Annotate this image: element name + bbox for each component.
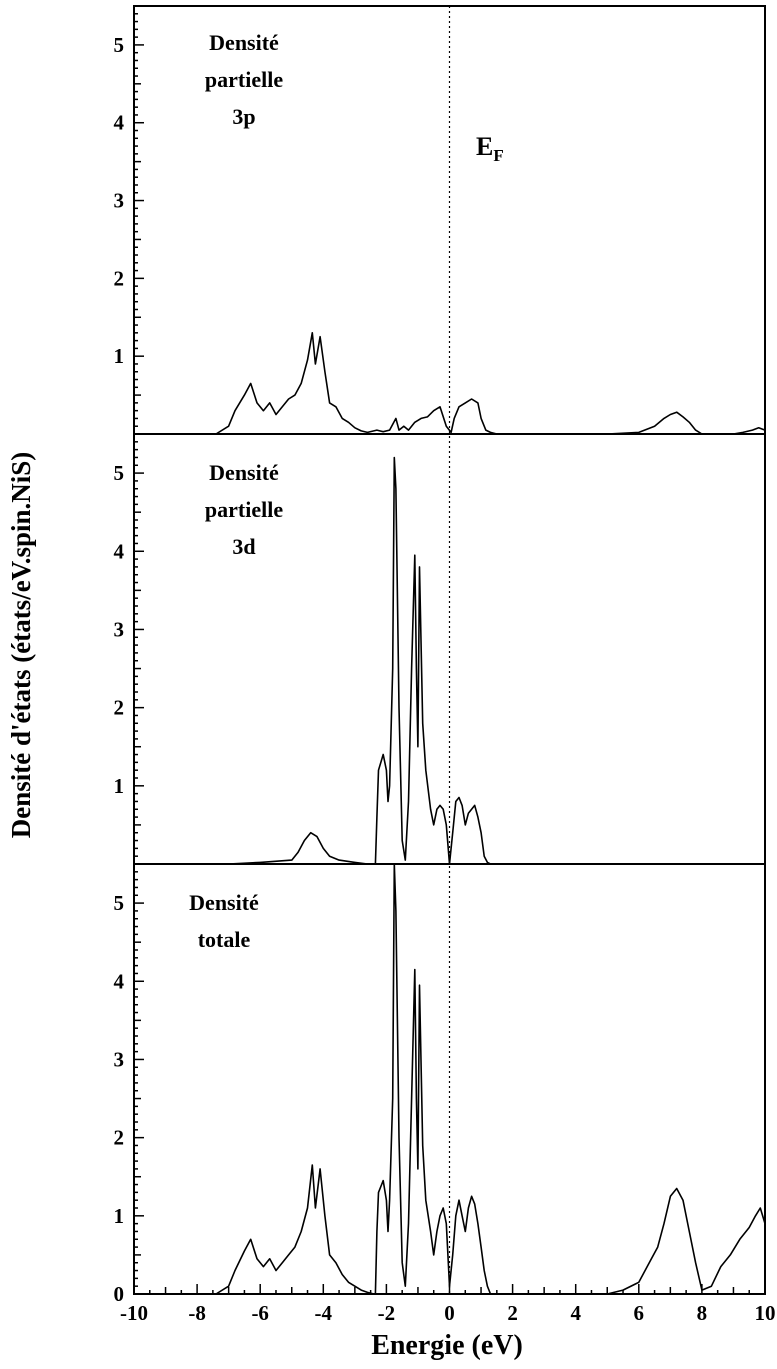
fermi-level-subscript: F <box>493 146 503 165</box>
y-tick-label: 2 <box>114 696 125 720</box>
y-tick-label: 4 <box>114 539 125 563</box>
x-tick-label: 4 <box>570 1301 581 1325</box>
dos-curve-panel-3 <box>215 863 766 1295</box>
y-tick-label: 5 <box>114 891 125 915</box>
panel-label-line: Densité <box>189 890 259 915</box>
x-tick-label: 2 <box>507 1301 518 1325</box>
y-tick-label: 0 <box>114 1282 125 1306</box>
x-tick-label: -8 <box>188 1301 206 1325</box>
y-tick-label: 5 <box>114 461 125 485</box>
panel-label-line: partielle <box>205 497 283 522</box>
x-tick-label: -6 <box>251 1301 269 1325</box>
y-tick-label: 1 <box>114 1204 125 1228</box>
x-tick-label: 6 <box>634 1301 645 1325</box>
y-tick-label: 3 <box>114 189 125 213</box>
panel-label-line: Densité <box>209 460 279 485</box>
x-tick-label: -4 <box>315 1301 333 1325</box>
y-axis-title: Densité d'états (états/eV.spin.NiS) <box>6 452 36 839</box>
panel-label-line: 3d <box>232 534 255 559</box>
dos-curve-panel-2 <box>134 456 765 865</box>
dos-curve-panel-1 <box>215 331 766 435</box>
y-tick-label: 4 <box>114 969 125 993</box>
panel-label-line: totale <box>198 927 251 952</box>
x-tick-label: 10 <box>755 1301 776 1325</box>
y-tick-label: 2 <box>114 1126 125 1150</box>
y-tick-label: 3 <box>114 1047 125 1071</box>
fermi-level-label: EF <box>476 132 504 165</box>
y-tick-label: 2 <box>114 266 125 290</box>
panel-label-line: partielle <box>205 67 283 92</box>
x-tick-label: -10 <box>120 1301 148 1325</box>
x-tick-label: 8 <box>697 1301 708 1325</box>
x-tick-label: 0 <box>444 1301 455 1325</box>
panel-label-line: 3p <box>232 104 255 129</box>
y-tick-label: 5 <box>114 33 125 57</box>
y-tick-label: 1 <box>114 774 125 798</box>
y-tick-label: 3 <box>114 617 125 641</box>
x-tick-label: -2 <box>378 1301 396 1325</box>
y-tick-label: 1 <box>114 344 125 368</box>
x-axis-title: Energie (eV) <box>371 1330 523 1361</box>
y-tick-label: 4 <box>114 111 125 135</box>
panel-label-line: Densité <box>209 30 279 55</box>
